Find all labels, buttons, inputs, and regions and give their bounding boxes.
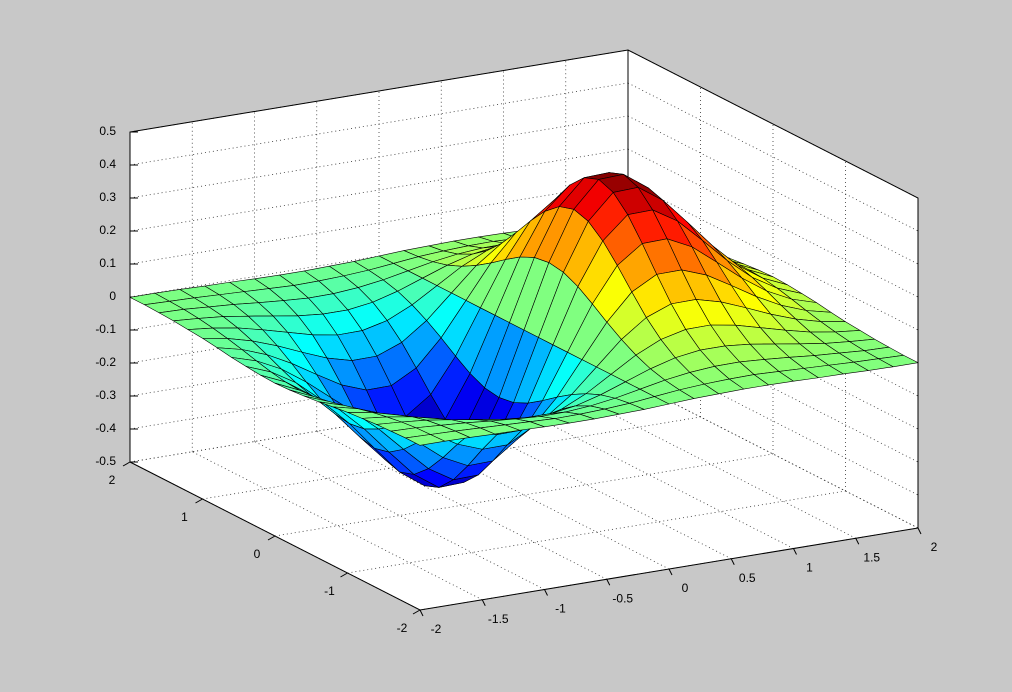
- z-tick-label: -0.1: [95, 322, 116, 336]
- x-tick: [668, 568, 673, 576]
- x-tick-label: 0.5: [739, 571, 756, 585]
- y-tick-label: 0: [254, 547, 261, 561]
- x-tick-label: -1: [555, 602, 566, 616]
- y-tick-label: -2: [397, 621, 408, 635]
- grid-line: [347, 490, 846, 574]
- y-tick: [195, 498, 203, 504]
- x-tick: [419, 609, 424, 617]
- x-tick-label: 2: [931, 540, 938, 554]
- y-tick-label: 2: [109, 473, 116, 487]
- y-tick: [267, 535, 276, 541]
- grid-line: [129, 82, 629, 166]
- z-tick-label: -0.4: [95, 421, 116, 435]
- x-tick-label: -1.5: [488, 612, 509, 626]
- y-tick-label: 1: [181, 510, 188, 524]
- x-tick-label: 1: [806, 561, 813, 575]
- y-tick: [122, 461, 131, 467]
- z-tick-label: -0.2: [95, 355, 116, 369]
- z-tick-label: 0.3: [99, 190, 116, 204]
- z-tick-label: 0.2: [99, 223, 116, 237]
- grid-line: [274, 453, 774, 537]
- x-tick: [917, 527, 922, 535]
- y-tick: [412, 609, 421, 615]
- z-tick-label: 0.4: [99, 157, 116, 171]
- x-tick-label: -2: [431, 622, 442, 636]
- x-tick: [793, 548, 797, 555]
- y-tick: [340, 572, 348, 578]
- z-tick-label: 0.5: [99, 124, 116, 138]
- x-tick: [544, 589, 548, 596]
- grid-line: [129, 181, 629, 265]
- z-tick-label: 0.1: [99, 256, 116, 270]
- grid-line: [129, 115, 629, 199]
- z-tick-label: -0.3: [95, 388, 116, 402]
- x-tick: [606, 579, 611, 586]
- x-tick-label: 1.5: [863, 550, 880, 564]
- x-tick: [855, 538, 860, 545]
- x-tick-label: 0: [682, 581, 689, 595]
- z-tick-label: -0.5: [95, 454, 116, 468]
- x-tick: [481, 599, 486, 606]
- y-tick-label: -1: [324, 584, 335, 598]
- x-tick: [730, 558, 735, 565]
- x-tick-label: -0.5: [612, 591, 633, 605]
- surface-face: [405, 434, 446, 446]
- z-tick-label: 0: [109, 289, 116, 303]
- grid-line: [129, 148, 629, 232]
